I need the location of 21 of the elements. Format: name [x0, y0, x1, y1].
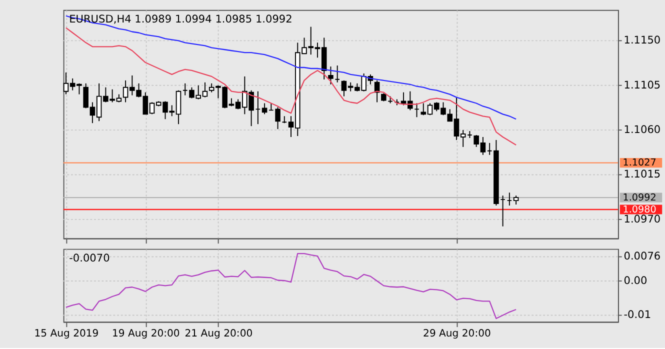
y-tick-label: 1.1105	[624, 79, 661, 92]
candlestick	[262, 102, 268, 115]
y-tick-label: -0.01	[624, 309, 652, 322]
line-series	[65, 27, 517, 146]
y-tick-label: 1.1150	[624, 34, 661, 47]
ref-line-label: 1.0992	[622, 192, 656, 204]
ref-line-label: 1.0980	[622, 204, 656, 216]
y-tick-label: 0.00	[624, 274, 648, 287]
line-series	[65, 15, 517, 120]
ref-line-label: 1.1027	[622, 158, 656, 169]
candlestick	[328, 66, 334, 85]
y-tick-label: 0.0076	[624, 250, 661, 263]
x-tick-label: 21 Aug 20:00	[184, 328, 253, 340]
line-series	[65, 252, 517, 320]
y-tick-label: 1.1060	[624, 124, 661, 136]
x-tick-label: 19 Aug 20:00	[112, 328, 180, 340]
x-tick-label: 15 Aug 2019	[34, 328, 99, 340]
y-tick-label: 1.1015	[624, 168, 661, 181]
x-tick-label: 29 Aug 20:00	[423, 328, 491, 340]
chart-title: -0.0070	[69, 252, 110, 264]
y-tick-label: 1.0970	[624, 213, 661, 226]
